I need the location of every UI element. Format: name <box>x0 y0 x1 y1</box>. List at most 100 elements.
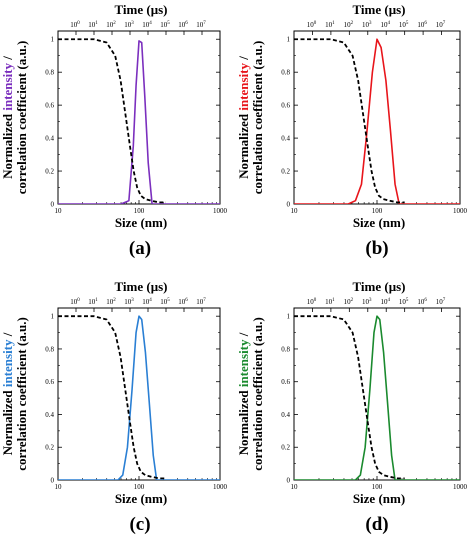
x2-tick-base: 10 <box>106 21 114 29</box>
y-axis-title-line2: correlation coefficient (a.u.) <box>250 41 265 195</box>
x-tick-label: 100 <box>372 483 383 491</box>
x2-tick-label: 103 <box>124 298 134 306</box>
y-axis-title-line1: Normalized intensity / <box>236 56 251 179</box>
y-axis-title-prefix: Normalized <box>0 111 15 179</box>
x-tick-label: 1000 <box>213 207 228 215</box>
correlation-curve <box>294 38 405 204</box>
y-tick-label: 0.2 <box>281 444 290 452</box>
x2-tick-label: 104 <box>380 298 390 306</box>
x2-tick-label: 103 <box>362 298 372 306</box>
y-tick-label: 1 <box>51 313 55 321</box>
y-axis-title-prefix: Normalized <box>236 387 251 455</box>
y-tick-label: 0.8 <box>281 69 290 77</box>
x2-tick-label: 107 <box>196 298 206 306</box>
x2-tick-base: 10 <box>417 21 425 29</box>
y-tick-label: 0.8 <box>281 345 290 353</box>
y-axis-title-line1: Normalized intensity / <box>236 332 251 455</box>
x2-tick-base: 10 <box>436 298 444 306</box>
x2-tick-label: 102 <box>344 298 354 306</box>
x-tick-label: 10 <box>291 483 299 491</box>
x2-tick-base: 10 <box>307 21 315 29</box>
y-tick-label: 0 <box>287 477 291 485</box>
y-axis-title: Normalized intensity / correlation coeffi… <box>236 41 265 195</box>
x2-tick-base: 10 <box>325 298 333 306</box>
x2-tick-base: 10 <box>325 21 333 29</box>
correlation-curve <box>294 315 405 480</box>
x2-tick-base: 10 <box>399 21 407 29</box>
x2-tick-base: 10 <box>142 298 150 306</box>
x2-tick-base: 10 <box>106 298 114 306</box>
x2-tick-label: 101 <box>88 298 98 306</box>
y-axis-title-highlight: intensity <box>0 339 15 387</box>
x-tick-label: 1000 <box>453 483 468 491</box>
y-axis-title-suffix: / <box>0 56 15 63</box>
x2-tick-label: 105 <box>160 21 170 29</box>
y-tick-label: 0.2 <box>45 168 54 176</box>
x2-axis-title: Time (μs) <box>115 2 168 17</box>
x2-tick-exp: 0 <box>314 298 317 303</box>
x2-tick-base: 10 <box>88 21 96 29</box>
x2-tick-label: 100 <box>307 298 317 306</box>
y-tick-label: 1 <box>287 36 291 44</box>
x2-tick-label: 106 <box>417 21 427 29</box>
x2-tick-label: 107 <box>436 21 446 29</box>
x2-tick-exp: 7 <box>443 21 446 26</box>
y-tick-label: 0.2 <box>45 444 54 452</box>
intensity-curve <box>58 40 220 204</box>
x2-tick-label: 102 <box>106 21 116 29</box>
y-tick-label: 0.4 <box>281 411 290 419</box>
x-tick-label: 100 <box>134 207 145 215</box>
panel-label: (d) <box>365 514 388 535</box>
x2-tick-exp: 5 <box>167 21 170 26</box>
x2-tick-exp: 6 <box>424 21 427 26</box>
x2-tick-label: 101 <box>88 21 98 29</box>
y-axis-title-highlight: intensity <box>236 339 251 387</box>
x2-tick-exp: 7 <box>203 298 206 303</box>
y-tick-label: 0.2 <box>281 168 290 176</box>
x2-tick-exp: 3 <box>131 298 134 303</box>
x2-tick-base: 10 <box>160 298 168 306</box>
x2-tick-label: 100 <box>307 21 317 29</box>
x2-tick-exp: 6 <box>185 298 188 303</box>
x2-tick-label: 102 <box>344 21 354 29</box>
y-axis-title-prefix: Normalized <box>0 387 15 455</box>
y-axis-title-line1: Normalized intensity / <box>0 332 15 455</box>
x2-tick-base: 10 <box>70 298 78 306</box>
panel-label: (c) <box>129 514 150 535</box>
x2-axis-title: Time (μs) <box>353 2 406 17</box>
y-tick-label: 1 <box>51 36 55 44</box>
x-axis-title: Size (nm) <box>115 491 167 506</box>
x2-tick-exp: 6 <box>424 298 427 303</box>
y-tick-label: 0 <box>51 201 55 209</box>
x2-tick-label: 105 <box>160 298 170 306</box>
x2-tick-label: 104 <box>380 21 390 29</box>
x2-tick-base: 10 <box>124 298 132 306</box>
x2-tick-base: 10 <box>70 21 78 29</box>
x2-tick-exp: 2 <box>351 21 354 26</box>
intensity-curve <box>58 315 220 480</box>
x-tick-label: 1000 <box>453 207 468 215</box>
x2-tick-exp: 1 <box>332 21 335 26</box>
y-tick-label: 0.6 <box>281 102 290 110</box>
x2-tick-base: 10 <box>362 21 370 29</box>
intensity-curve <box>294 315 460 480</box>
x2-tick-exp: 4 <box>149 21 152 26</box>
y-axis-title: Normalized intensity / correlation coeffi… <box>236 317 265 471</box>
x2-tick-base: 10 <box>344 298 352 306</box>
x2-tick-label: 102 <box>106 298 116 306</box>
x2-tick-label: 101 <box>325 21 335 29</box>
intensity-curve <box>294 38 460 204</box>
y-tick-label: 0.4 <box>45 411 54 419</box>
x2-tick-exp: 6 <box>185 21 188 26</box>
y-axis-title-suffix: / <box>236 332 251 339</box>
x2-tick-base: 10 <box>88 298 96 306</box>
x2-tick-label: 104 <box>142 298 152 306</box>
plot-frame <box>57 307 221 481</box>
x2-tick-exp: 4 <box>149 298 152 303</box>
x2-tick-exp: 2 <box>351 298 354 303</box>
x-axis-title: Size (nm) <box>353 491 405 506</box>
x2-tick-label: 106 <box>178 298 188 306</box>
